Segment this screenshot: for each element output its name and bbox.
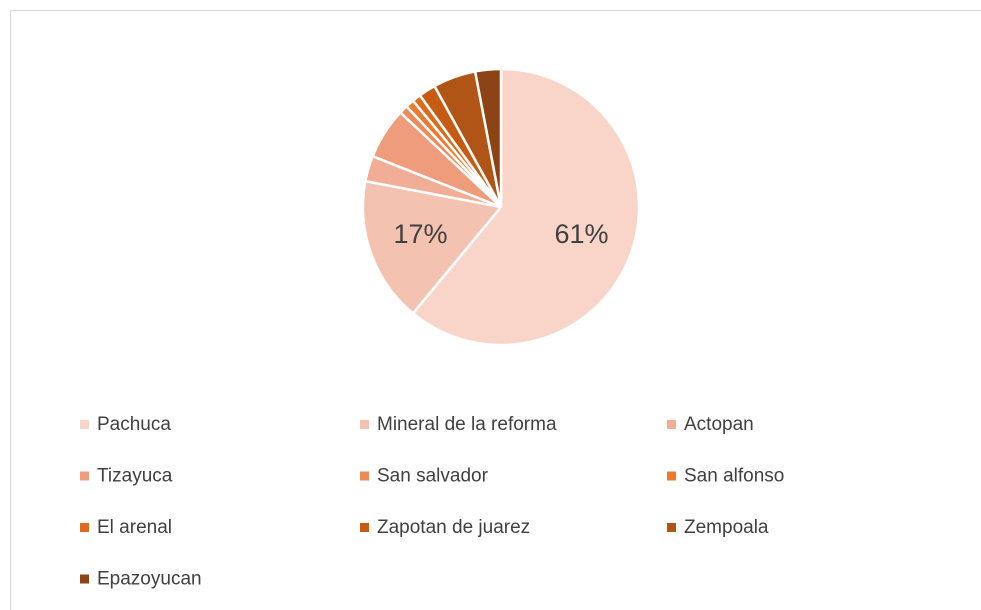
pie-slice <box>473 67 503 209</box>
pie-slice <box>361 179 503 315</box>
legend-label: Zempoala <box>684 517 769 538</box>
legend-swatch <box>80 471 89 481</box>
legend-label: Zapotan de juarez <box>377 517 530 538</box>
legend-label: Pachuca <box>97 414 171 435</box>
pie-slice <box>411 67 641 347</box>
legend-swatch <box>667 471 676 481</box>
legend-swatch <box>360 420 369 429</box>
legend-swatch <box>667 523 676 532</box>
legend-label: Tizayuca <box>97 466 173 487</box>
data-label: 61% <box>554 219 608 249</box>
legend-swatch <box>80 420 89 429</box>
legend-label: San alfonso <box>684 466 784 487</box>
legend-label: El arenal <box>97 517 172 538</box>
legend-swatch <box>667 420 676 429</box>
legend-label: Actopan <box>684 414 754 435</box>
legend-swatch <box>360 471 369 481</box>
legend-label: Epazoyucan <box>97 569 202 590</box>
legend-swatch <box>360 523 369 532</box>
data-label: 17% <box>393 219 447 249</box>
legend-swatch <box>80 523 89 532</box>
legend-label: Mineral de la reforma <box>377 414 557 435</box>
legend-swatch <box>80 574 89 584</box>
legend-label: San salvador <box>377 466 489 487</box>
